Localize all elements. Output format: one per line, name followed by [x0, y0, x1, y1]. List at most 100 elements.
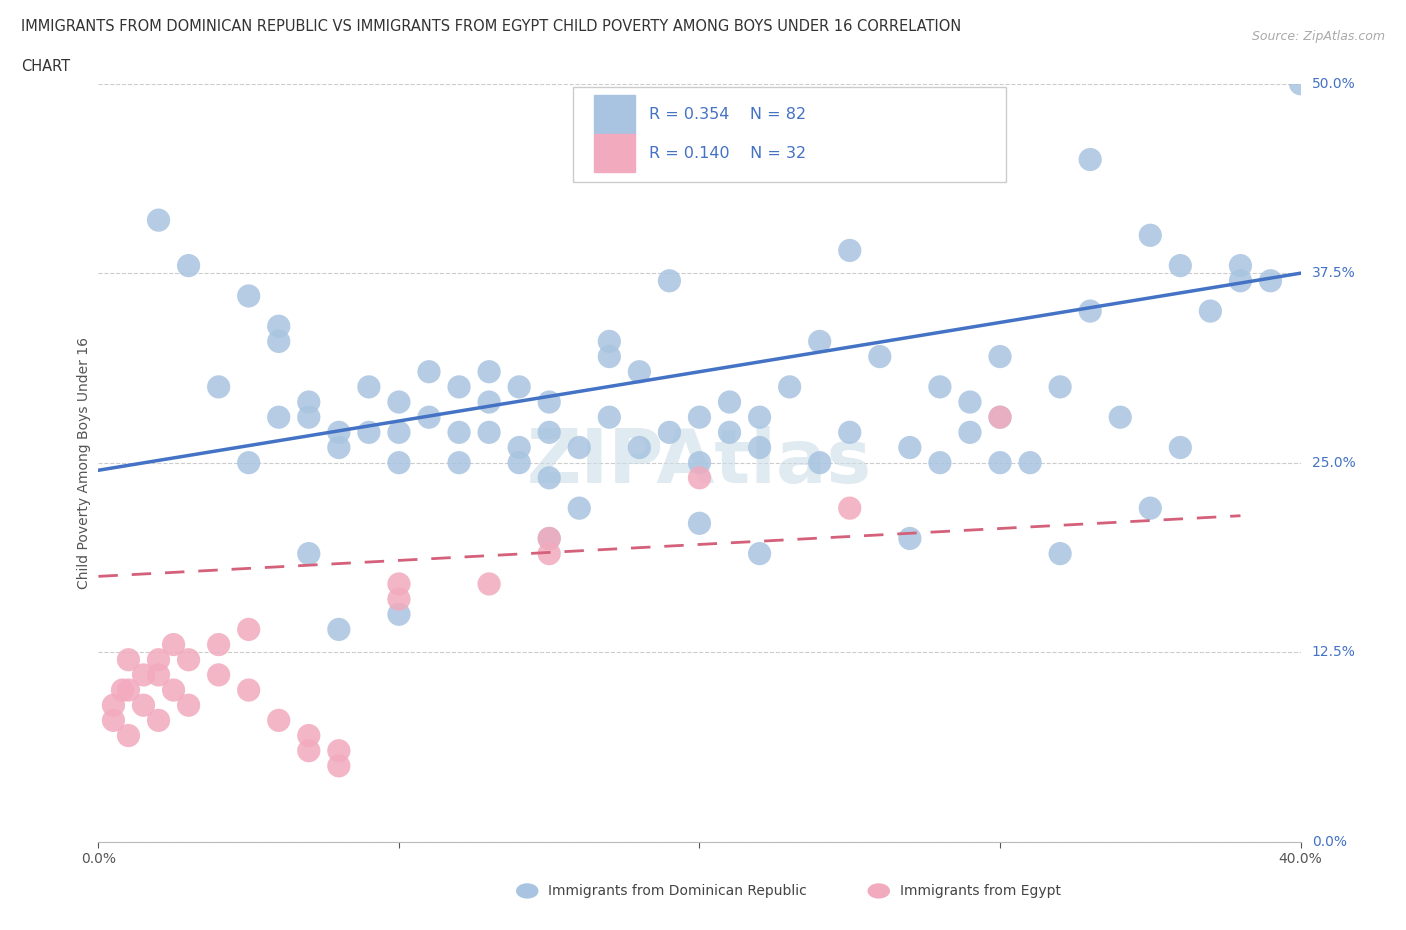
Point	[538, 531, 561, 546]
Point	[148, 713, 170, 728]
Text: Immigrants from Dominican Republic: Immigrants from Dominican Republic	[548, 884, 807, 898]
Point	[148, 213, 170, 228]
Point	[267, 410, 290, 425]
Point	[238, 288, 260, 303]
Point	[388, 456, 411, 471]
Text: 37.5%: 37.5%	[1312, 266, 1355, 280]
Point	[1139, 500, 1161, 515]
Point	[328, 743, 350, 758]
Point	[869, 349, 891, 364]
Point	[1229, 273, 1251, 288]
Point	[658, 425, 681, 440]
Point	[1139, 228, 1161, 243]
Point	[538, 471, 561, 485]
Point	[328, 440, 350, 455]
FancyBboxPatch shape	[574, 87, 1007, 182]
Point	[1260, 273, 1282, 288]
Text: 12.5%: 12.5%	[1312, 645, 1355, 659]
Point	[357, 379, 380, 394]
Point	[808, 334, 831, 349]
Point	[1170, 440, 1192, 455]
Point	[388, 577, 411, 591]
Point	[447, 425, 470, 440]
Point	[508, 456, 530, 471]
Point	[148, 668, 170, 683]
Text: 50.0%: 50.0%	[1312, 76, 1355, 91]
Point	[117, 728, 139, 743]
Point	[959, 394, 981, 409]
Point	[298, 743, 321, 758]
Point	[1229, 259, 1251, 273]
Point	[328, 622, 350, 637]
Point	[238, 622, 260, 637]
Text: 0.0%: 0.0%	[1312, 834, 1347, 849]
Point	[132, 668, 155, 683]
Y-axis label: Child Poverty Among Boys Under 16: Child Poverty Among Boys Under 16	[77, 337, 91, 589]
Point	[808, 456, 831, 471]
Point	[748, 546, 770, 561]
Point	[238, 456, 260, 471]
Point	[132, 698, 155, 712]
Point	[688, 471, 710, 485]
Point	[298, 410, 321, 425]
Point	[568, 440, 591, 455]
Text: R = 0.354    N = 82: R = 0.354 N = 82	[650, 107, 806, 122]
Point	[1199, 303, 1222, 318]
Point	[117, 683, 139, 698]
Point	[898, 531, 921, 546]
Point	[208, 379, 231, 394]
Point	[328, 759, 350, 774]
Point	[388, 591, 411, 606]
Point	[959, 425, 981, 440]
Point	[748, 410, 770, 425]
Point	[447, 456, 470, 471]
Point	[838, 500, 860, 515]
Text: ZIPAtlas: ZIPAtlas	[527, 426, 872, 499]
Point	[628, 440, 651, 455]
Point	[1078, 303, 1101, 318]
Point	[898, 440, 921, 455]
Point	[357, 425, 380, 440]
Point	[208, 668, 231, 683]
Bar	[593, 95, 634, 133]
Point	[478, 365, 501, 379]
Point	[117, 652, 139, 667]
Point	[658, 273, 681, 288]
Point	[478, 577, 501, 591]
Point	[447, 379, 470, 394]
Point	[298, 546, 321, 561]
Point	[929, 456, 952, 471]
Text: CHART: CHART	[21, 59, 70, 73]
Point	[418, 365, 440, 379]
Point	[267, 319, 290, 334]
Point	[1289, 76, 1312, 91]
Point	[177, 652, 200, 667]
Point	[628, 365, 651, 379]
Point	[298, 394, 321, 409]
Point	[103, 698, 125, 712]
Point	[478, 394, 501, 409]
Point	[988, 456, 1011, 471]
Point	[388, 394, 411, 409]
Text: 25.0%: 25.0%	[1312, 456, 1355, 470]
Point	[1109, 410, 1132, 425]
Point	[1078, 153, 1101, 167]
Point	[388, 607, 411, 622]
Point	[328, 425, 350, 440]
Point	[538, 425, 561, 440]
Point	[1049, 379, 1071, 394]
Point	[162, 637, 184, 652]
Point	[538, 546, 561, 561]
Point	[177, 698, 200, 712]
Point	[1019, 456, 1042, 471]
Point	[838, 425, 860, 440]
Point	[688, 516, 710, 531]
Point	[1049, 546, 1071, 561]
Point	[598, 349, 620, 364]
Text: IMMIGRANTS FROM DOMINICAN REPUBLIC VS IMMIGRANTS FROM EGYPT CHILD POVERTY AMONG : IMMIGRANTS FROM DOMINICAN REPUBLIC VS IM…	[21, 19, 962, 33]
Point	[208, 637, 231, 652]
Point	[103, 713, 125, 728]
Point	[1170, 259, 1192, 273]
Point	[598, 334, 620, 349]
Point	[688, 456, 710, 471]
